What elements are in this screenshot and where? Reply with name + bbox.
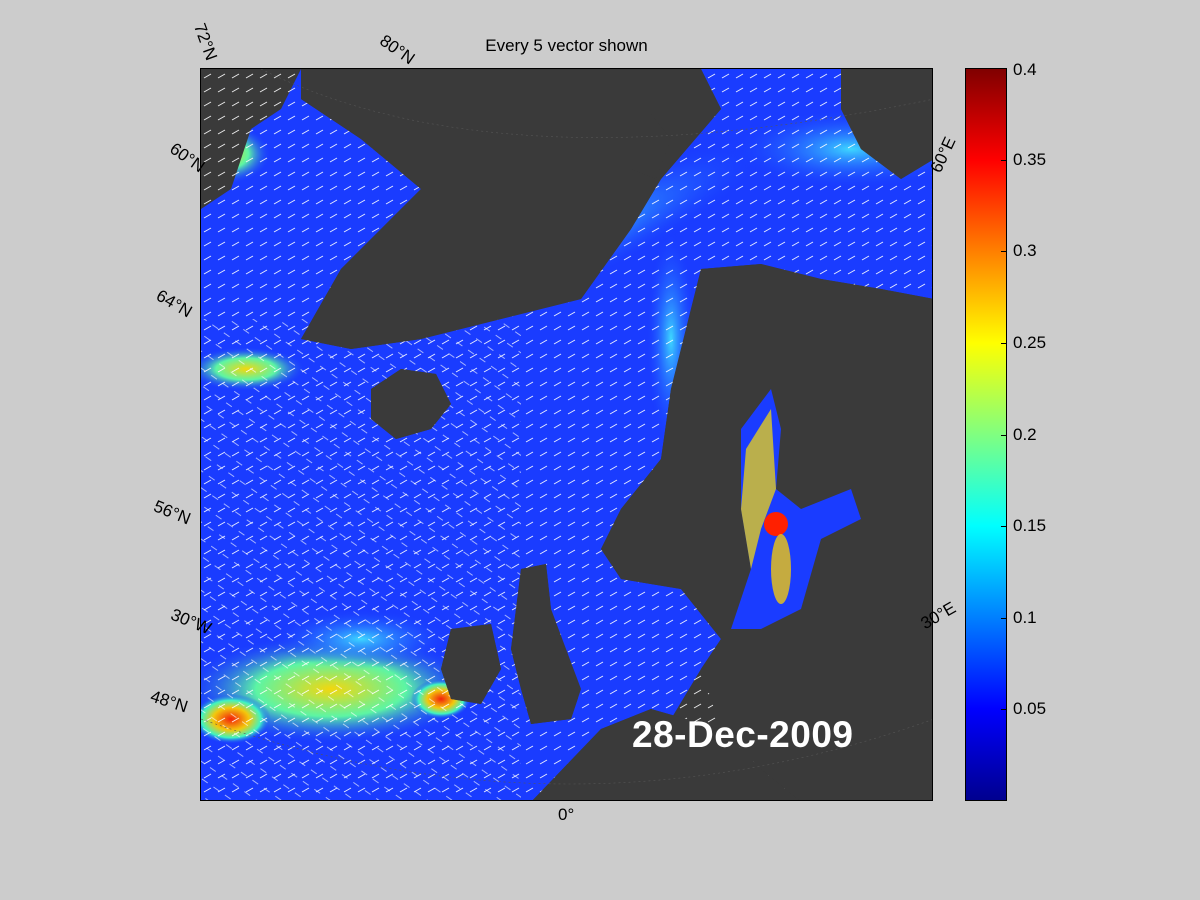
colorbar-tick [1001,617,1007,619]
colorbar-tick-label: 0.05 [1013,699,1047,719]
colorbar-tick [1001,342,1007,344]
colorbar-tick-label: 0.3 [1013,241,1037,261]
colorbar-tick-label: 0.1 [1013,607,1037,627]
colorbar-tick [1001,68,1007,69]
plot-title: Every 5 vector shown [485,36,648,55]
lat-label-48n: 48°N [148,686,191,717]
date-stamp: 28-Dec-2009 [632,714,854,755]
colorbar-tick-label: 0.2 [1013,424,1037,444]
colorbar-tick-label: 0.25 [1013,332,1047,352]
lat-label-64n: 64°N [153,285,196,322]
map-area [200,68,933,801]
colorbar-tick [1001,709,1007,711]
lon-label-0: 0° [558,805,575,824]
colorbar-tick [1001,159,1007,161]
colorbar [965,68,1007,801]
colorbar-tick [1001,526,1007,528]
colorbar-tick [1001,251,1007,253]
lat-label-56n: 56°N [151,496,194,529]
colorbar-tick [1001,434,1007,436]
graticule [201,69,932,785]
colorbar-tick-label: 0.4 [1013,60,1037,79]
colorbar-tick-label: 0.15 [1013,516,1047,536]
colorbar-tick-label: 0.35 [1013,149,1047,169]
current-map [201,69,932,800]
